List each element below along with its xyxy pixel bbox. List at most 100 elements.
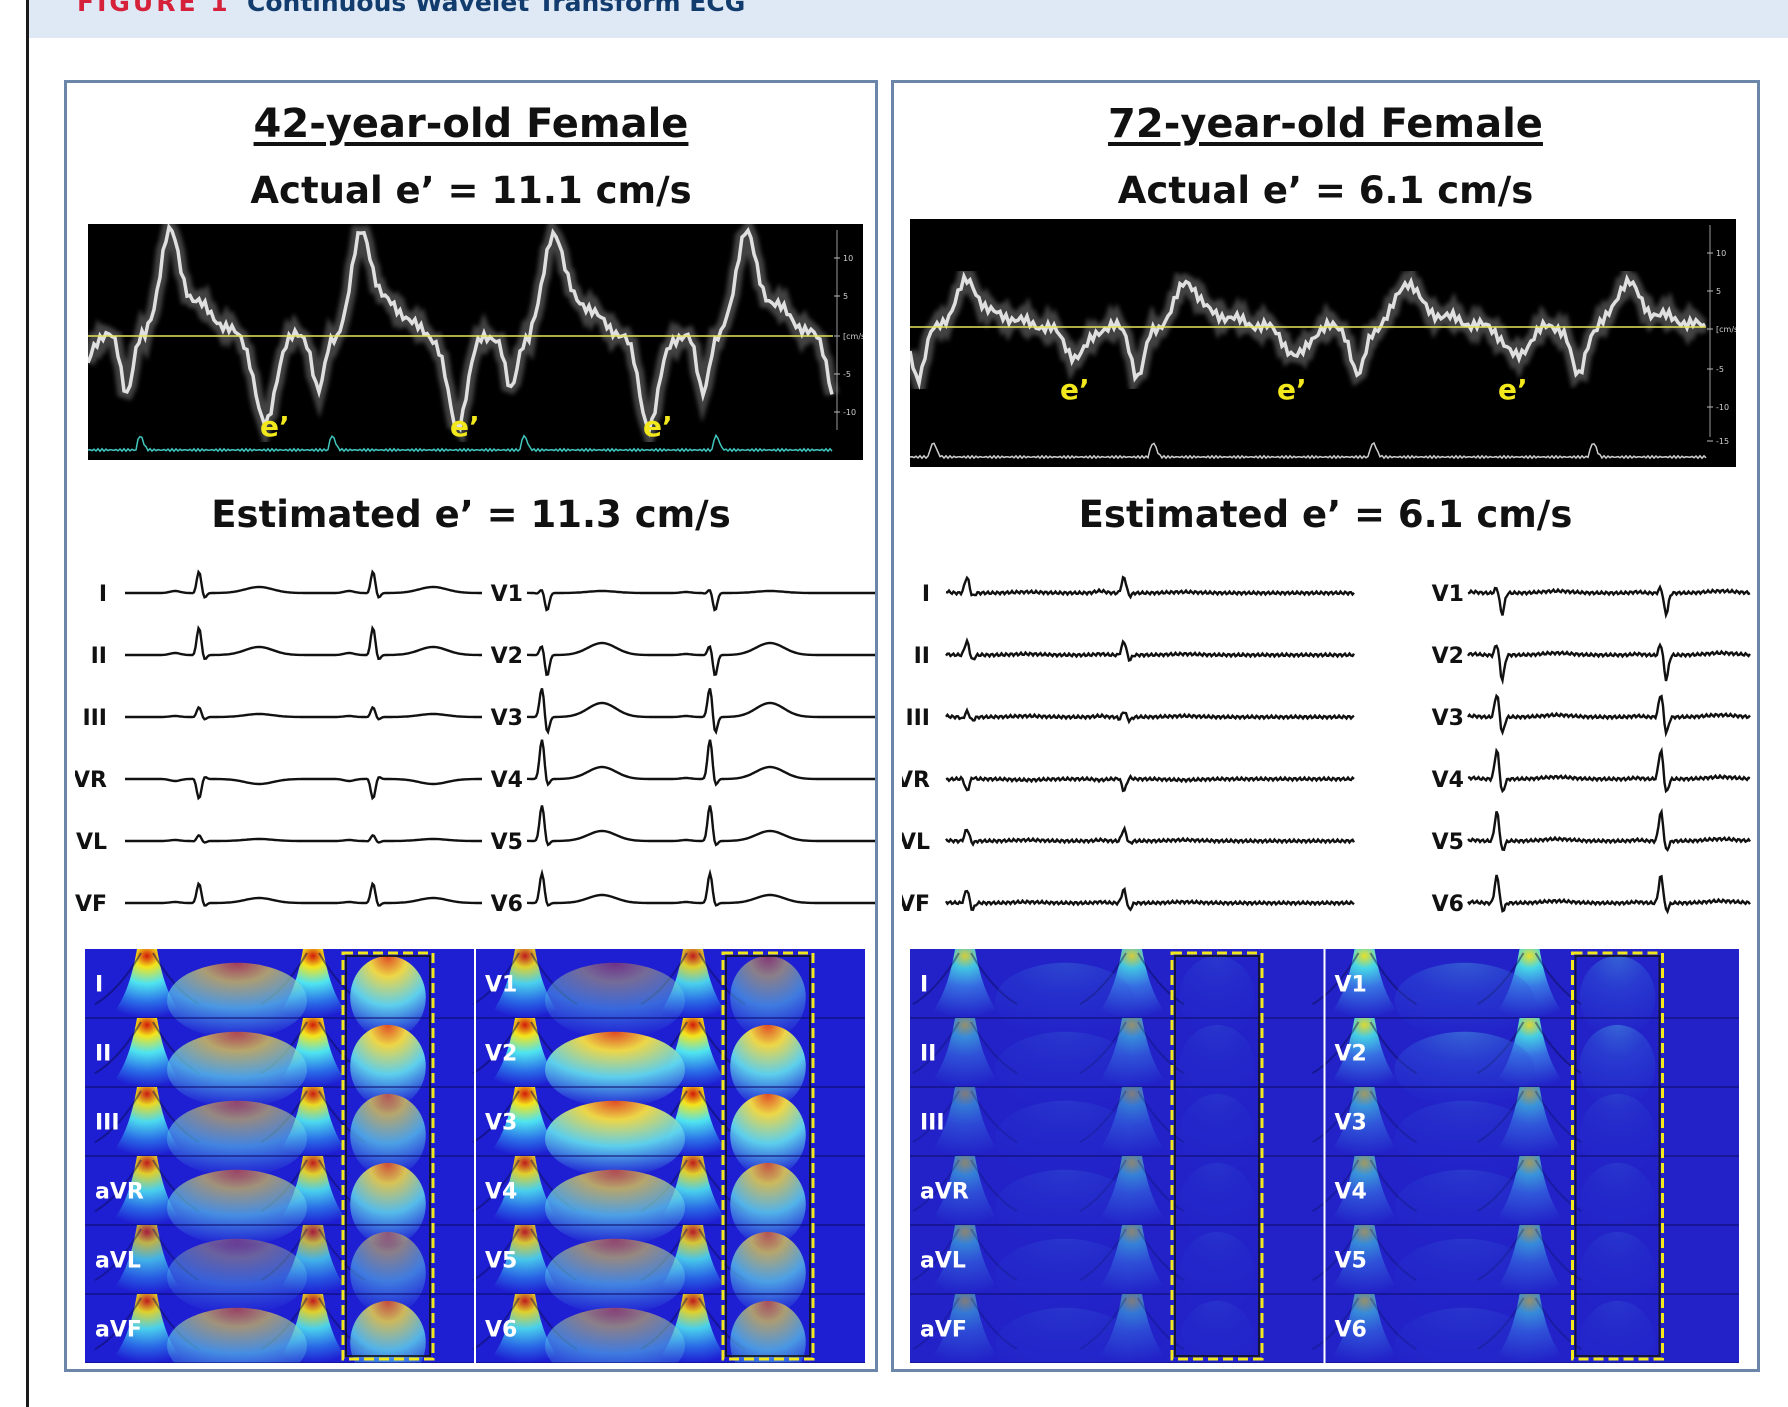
ecg-lead-trace (526, 688, 875, 735)
ecg-lead-trace (1467, 642, 1751, 686)
cwt-row-v5: V5 (472, 1225, 865, 1315)
cwt-plume (109, 949, 185, 1018)
cwt-plume (927, 1087, 1003, 1156)
ecg-lead-i: I (99, 569, 482, 607)
ecg-lead-trace (526, 739, 875, 787)
e-prime-marker: e’ (643, 410, 673, 443)
ecg-lead-label: V2 (491, 644, 523, 669)
cwt-plume (487, 1294, 563, 1363)
velocity-tick-label: 10 (1716, 249, 1726, 258)
cwt-t-wave-energy (1394, 1169, 1535, 1246)
cwt-t-wave-energy (545, 1031, 685, 1108)
ecg-lead-label: V5 (491, 830, 523, 855)
ecg-lead-trace (945, 707, 1355, 725)
ecg-lead-label: III (905, 706, 930, 731)
ecg-lead-label: V4 (1432, 768, 1464, 793)
ecg-lead-v2: V2 (1432, 642, 1751, 686)
ecg-lead-v1: V1 (1432, 582, 1751, 620)
velocity-tick-label: -10 (843, 408, 856, 417)
cwt-contour (912, 1021, 960, 1075)
cwt-t-wave-energy (1394, 1100, 1535, 1177)
ecg-lead-v4: V4 (1432, 746, 1751, 794)
cwt-contour (1312, 1297, 1360, 1351)
e-prime-marker: e’ (260, 410, 290, 443)
velocity-scale: 10 5 [cm/s] -5 -10 (834, 230, 863, 430)
cwt-contour (1534, 1021, 1582, 1075)
cwt-contour (94, 1297, 142, 1351)
cwt-contour (472, 1297, 520, 1351)
cwt-lead-label: V1 (1335, 973, 1367, 998)
velocity-tick-label: -5 (1716, 365, 1724, 374)
ecg-lead-label: aVF (75, 892, 107, 917)
cwt-t-wave-energy (995, 1307, 1135, 1363)
cwt-contour (472, 1090, 520, 1144)
cwt-plume (487, 1225, 563, 1294)
ecg-lead-i: I (922, 575, 1355, 607)
ecg-lead-label: aVR (902, 768, 930, 793)
cwt-contour (912, 1297, 960, 1351)
cwt-lead-label: V4 (1335, 1180, 1367, 1205)
estimated-e-prime: Estimated e’ = 11.3 cm/s (211, 493, 731, 536)
ecg-lead-label: V2 (1432, 644, 1464, 669)
cwt-t-wave-energy (995, 1169, 1135, 1246)
velocity-tick-label: 5 (843, 292, 848, 301)
cwt-contour (472, 1159, 520, 1213)
analysis-window-box (1571, 951, 1664, 1361)
cwt-contour (94, 1228, 142, 1282)
cwt-t-wave-energy (1394, 1031, 1535, 1108)
e-prime-marker: e’ (1060, 373, 1090, 406)
cwt-contour (94, 1090, 142, 1144)
velocity-tick-label: [cm/s] (843, 332, 863, 341)
ecg-lead-ii: II (91, 625, 482, 669)
cwt-t-wave-energy (545, 962, 685, 1039)
cwt-lead-label: V2 (485, 1042, 517, 1067)
ecg-lead-trace (526, 589, 875, 612)
actual-e-prime: Actual e’ = 6.1 cm/s (1117, 169, 1534, 212)
cwt-contour (94, 952, 142, 1006)
cwt-lead-label: V5 (485, 1249, 517, 1274)
cwt-lead-label: V3 (1335, 1111, 1367, 1136)
cwt-contour (94, 1159, 142, 1213)
cwt-contour (912, 1159, 960, 1213)
velocity-tick-label: 5 (1716, 287, 1721, 296)
cwt-plume (927, 1156, 1003, 1225)
cwt-contour (1534, 1228, 1582, 1282)
cwt-lead-label: aVR (920, 1180, 969, 1205)
analysis-window-box (1170, 951, 1264, 1361)
figure-title: Continuous Wavelet Transform ECG (247, 0, 746, 17)
cwt-plume (487, 1087, 563, 1156)
tissue-doppler-image: 10 5 [cm/s] -5 -10 -15 e’ e’ e’ (910, 219, 1736, 467)
ecg-lead-trace (125, 569, 482, 599)
cwt-plume (1326, 1018, 1403, 1087)
cwt-row-v1: V1 (1312, 949, 1739, 1039)
panel-heading: 42-year-old Female (253, 101, 689, 147)
cwt-t-wave-energy (167, 1031, 307, 1108)
cwt-contour (912, 1228, 960, 1282)
cwt-contour (472, 1228, 520, 1282)
ecg-lead-label: V6 (491, 892, 523, 917)
cwt-contour (1312, 1021, 1360, 1075)
cwt-plume (927, 1225, 1003, 1294)
ecg-lead-v5: V5 (1432, 807, 1751, 855)
cwt-t-wave-energy (167, 962, 307, 1039)
ecg-lead-label: I (922, 582, 930, 607)
ecg-lead-label: II (914, 644, 930, 669)
cwt-t-wave-energy (167, 1100, 307, 1177)
ecg-lead-trace (1467, 584, 1751, 620)
cwt-lead-label: V6 (485, 1318, 517, 1343)
ecg-lead-trace (125, 833, 482, 844)
ecg-lead-avr: aVR (902, 768, 1355, 793)
cwt-plume (1326, 1087, 1403, 1156)
ecg-lead-trace (526, 805, 875, 847)
cwt-lead-label: III (920, 1111, 945, 1136)
cwt-lead-label: I (920, 973, 928, 998)
ecg-lead-trace (1467, 693, 1751, 738)
ecg-lead-trace (944, 886, 1355, 912)
ecg-lead-trace (125, 881, 482, 907)
cwt-lead-label: aVL (920, 1249, 966, 1274)
ecg-lead-avf: aVF (902, 886, 1355, 917)
analysis-window-box (341, 951, 435, 1361)
cwt-t-wave-energy (167, 1169, 307, 1246)
cwt-contour (472, 952, 520, 1006)
analysis-window-box (721, 951, 815, 1361)
